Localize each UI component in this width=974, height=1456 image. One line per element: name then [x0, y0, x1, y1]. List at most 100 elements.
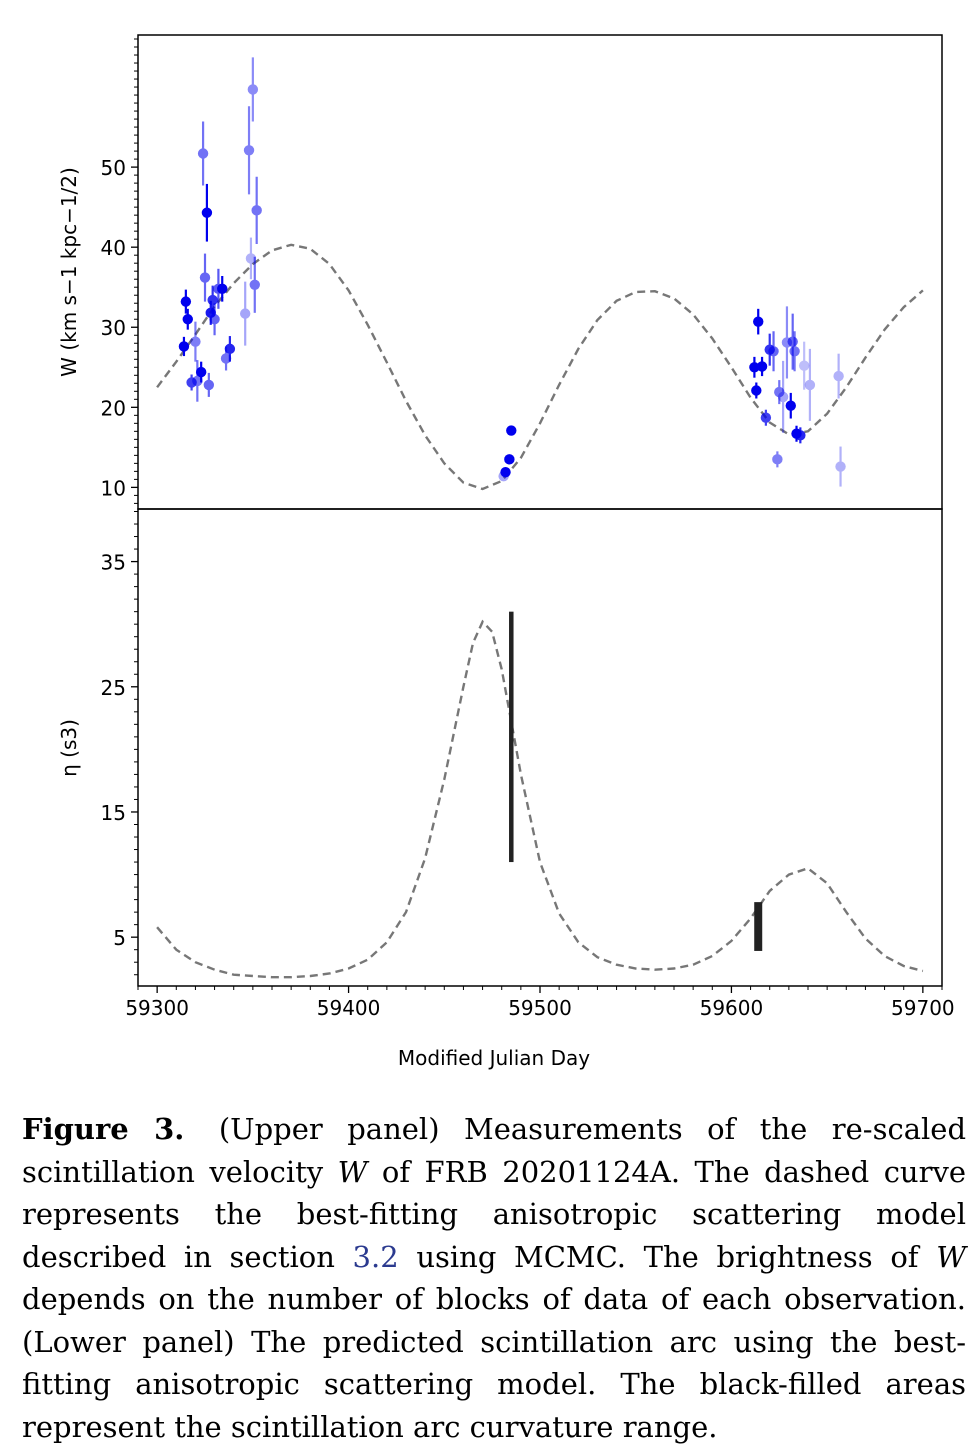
- data-point: [756, 356, 768, 377]
- marker: [804, 379, 816, 391]
- marker: [195, 366, 207, 378]
- marker: [197, 148, 209, 159]
- upper-panel: 10 20 30 40 50 W (km s−1 kpc−1/2): [57, 34, 943, 510]
- data-point: [245, 237, 257, 280]
- caption-var-w-1: W: [337, 1154, 368, 1189]
- data-point: [787, 313, 798, 370]
- marker: [220, 353, 232, 364]
- marker: [224, 343, 236, 355]
- data-point: [251, 176, 262, 244]
- lower-model-curve: [156, 619, 924, 979]
- x-tick-label: 59500: [508, 996, 572, 1020]
- lower-x-ticks: 59300 59400 59500 59600 59700: [125, 986, 955, 1020]
- data-point: [190, 321, 201, 362]
- marker: [201, 207, 213, 218]
- marker: [751, 385, 762, 396]
- data-point: [197, 121, 209, 186]
- lower-model-curve-group: [156, 619, 924, 979]
- marker: [500, 466, 511, 478]
- data-point: [506, 425, 517, 436]
- data-point: [751, 382, 762, 399]
- upper-y-axis-label: W (km s−1 kpc−1/2): [57, 167, 81, 377]
- marker: [182, 314, 193, 325]
- marker: [749, 362, 760, 373]
- data-point: [240, 281, 251, 346]
- lower-y-ticks: 5 15 25 35: [101, 511, 138, 976]
- marker: [798, 360, 810, 371]
- marker: [245, 253, 257, 264]
- data-point: [833, 353, 844, 399]
- marker: [795, 430, 806, 441]
- marker: [768, 346, 779, 357]
- marker: [833, 370, 844, 382]
- marker: [217, 283, 228, 295]
- data-point: [835, 446, 846, 487]
- data-point: [789, 331, 800, 372]
- caption-var-w-2: W: [936, 1239, 967, 1274]
- arc-range-bar: [509, 611, 514, 863]
- arc-curvature-ranges: [509, 611, 763, 951]
- data-point: [224, 336, 236, 362]
- data-point: [209, 303, 220, 336]
- marker: [774, 386, 785, 398]
- marker: [243, 145, 255, 156]
- data-point: [749, 356, 760, 378]
- data-point: [182, 308, 193, 330]
- figure-caption: Figure 3. (Upper panel) Measurements of …: [22, 1108, 966, 1448]
- data-point: [795, 427, 806, 444]
- x-tick-label: 59400: [317, 996, 381, 1020]
- data-point: [772, 451, 783, 468]
- marker: [240, 308, 251, 319]
- data-point: [777, 360, 789, 433]
- data-point: [500, 466, 511, 478]
- marker: [199, 272, 211, 283]
- data-point: [798, 341, 810, 390]
- caption-label: Figure 3.: [22, 1112, 185, 1146]
- marker: [787, 336, 798, 347]
- caption-text-4: depends on the number of blocks of data …: [22, 1282, 966, 1444]
- data-point: [785, 392, 796, 419]
- marker: [772, 454, 783, 465]
- data-point: [760, 409, 772, 426]
- marker: [247, 84, 259, 95]
- data-point: [804, 348, 816, 421]
- marker: [756, 361, 768, 372]
- caption-text-1: (Upper panel) Measurements of the re-sca…: [22, 1112, 967, 1189]
- upper-plot-frame: [137, 34, 943, 510]
- marker: [760, 412, 772, 423]
- lower-y-axis-label: η (s3): [57, 719, 81, 777]
- y-tick-label: 15: [101, 801, 126, 825]
- y-tick-label: 20: [101, 396, 126, 420]
- upper-y-ticks: 10 20 30 40 50: [101, 38, 138, 504]
- marker: [180, 296, 192, 307]
- data-point: [180, 289, 192, 314]
- marker: [190, 336, 201, 347]
- marker: [192, 375, 203, 387]
- marker: [789, 346, 800, 357]
- x-tick-label: 59600: [700, 996, 764, 1020]
- lower-panel: 5 15 25 35 59300 59400 59500 59600 59700 η (s3)…: [57, 508, 955, 1070]
- y-tick-label: 5: [113, 926, 126, 950]
- y-tick-label: 40: [101, 236, 126, 260]
- data-point: [768, 331, 779, 372]
- marker: [785, 400, 796, 411]
- data-point: [199, 253, 211, 302]
- marker: [777, 391, 789, 403]
- y-tick-label: 30: [101, 316, 126, 340]
- y-tick-label: 10: [101, 476, 126, 500]
- marker: [251, 205, 262, 216]
- marker: [249, 279, 260, 291]
- x-axis-label: Modified Julian Day: [398, 1046, 590, 1070]
- caption-text-3: using MCMC. The brightness of: [416, 1239, 919, 1274]
- data-point: [243, 106, 255, 195]
- data-point: [774, 380, 785, 405]
- y-tick-label: 35: [101, 551, 126, 575]
- data-point: [753, 308, 764, 335]
- data-point: [195, 361, 207, 383]
- data-point: [201, 183, 213, 242]
- data-point: [192, 360, 203, 402]
- section-reference-link[interactable]: 3.2: [352, 1239, 399, 1274]
- marker: [506, 425, 517, 436]
- y-tick-label: 50: [101, 156, 126, 180]
- lower-plot-frame: [137, 508, 943, 987]
